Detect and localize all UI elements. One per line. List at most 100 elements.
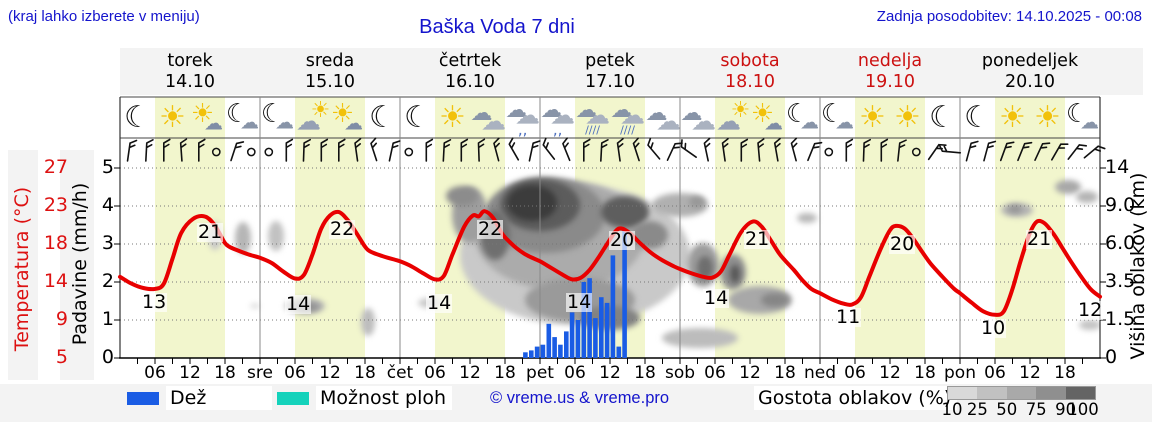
rain-bar [622, 228, 627, 358]
wind-barb [1017, 141, 1033, 162]
wind-barb [721, 137, 729, 162]
rain-bar [604, 302, 610, 358]
precip-tick: 2 [101, 270, 114, 292]
wind-barb [647, 137, 661, 160]
wind-barb [1083, 145, 1106, 159]
cloud-blob [697, 256, 713, 280]
wind-barb [666, 142, 683, 161]
temp-tick: 18 [43, 232, 68, 254]
weather-icon-moon-cloud: ☾ ☁ [821, 97, 855, 137]
x-axis-label-06: 06 [424, 363, 446, 383]
day-header-sreda: sreda 15.10 [260, 51, 400, 93]
weather-icon-cloud-drizzle: ☁ ☁ ‚‚ [506, 97, 541, 139]
cloud-icon: ☁ [240, 111, 259, 134]
temperature-curve [118, 209, 1102, 317]
rain-bar [564, 331, 569, 358]
day-date: 20.10 [1004, 72, 1056, 92]
cloud-icon: ☁ [481, 106, 506, 136]
x-axis-label-18: 18 [914, 363, 936, 383]
day-name: sobota [720, 51, 780, 71]
day-name: torek [167, 51, 213, 71]
sun-icon: ☀ [999, 100, 1026, 135]
cloudheight-tick: 6.0 [1105, 232, 1136, 254]
wind-barb [927, 143, 947, 161]
temp-value-label: 14 [703, 287, 730, 309]
wind-barb [425, 138, 434, 162]
wind-barb [757, 138, 765, 162]
wind-barb [562, 137, 571, 162]
weather-icon-cloud-sun: ☀ ☁ [296, 97, 330, 137]
wind-barb [807, 141, 823, 162]
weather-icon-clouds: ☁ ☁ [646, 97, 682, 137]
moon-icon: ☾ [820, 99, 845, 129]
day-name: ponedeljek [981, 51, 1079, 71]
day-header-band [120, 48, 1143, 95]
temp-value-label: 10 [980, 317, 1007, 339]
x-axis-label-ned: ned [803, 363, 837, 383]
cloud-blob [632, 221, 668, 249]
moon-icon: ☾ [929, 100, 956, 135]
wind-barb [680, 139, 697, 158]
cloud-icon: ☁ [691, 106, 716, 136]
wind-barb [1034, 142, 1051, 161]
drizzle-icon: ‚‚ [517, 120, 528, 139]
cloud-icon: ☁ [800, 111, 819, 134]
last-update: Zadnja posodobitev: 14.10.2025 - 00:08 [876, 8, 1142, 25]
temp-label-strip [8, 150, 38, 380]
wind-barb [302, 138, 312, 162]
density-tick-label: 50 [996, 400, 1018, 419]
cloud-icon: ☁ [680, 101, 703, 126]
temp-tick: 23 [43, 194, 68, 216]
temp-tick: 27 [43, 156, 68, 178]
cloudheight-tick: 1.5 [1105, 308, 1136, 330]
wind-barb [845, 138, 854, 162]
sun-icon: ☀ [190, 99, 215, 129]
day-header-sobota: sobota 18.10 [680, 51, 820, 93]
rain-bar [546, 323, 552, 358]
cloudheight-tick: 9.0 [1105, 194, 1136, 216]
temp-value-label: 22 [477, 218, 504, 240]
day-name: četrtek [438, 51, 502, 71]
cloud-icon: ☁ [540, 98, 563, 123]
x-axis-label-12: 12 [319, 363, 341, 383]
moon-icon: ☾ [785, 99, 810, 129]
density-swatch [948, 387, 978, 399]
rain-bar [587, 278, 592, 358]
x-axis-label-18: 18 [494, 363, 516, 383]
day-date: 16.10 [444, 72, 496, 92]
density-tick-label: 100 [1067, 400, 1099, 419]
x-axis-label-06: 06 [284, 363, 306, 383]
x-axis-label-pon: pon [944, 363, 976, 383]
wind-barb [246, 147, 256, 157]
cloud-blob [361, 308, 375, 336]
day-header-petek: petek 17.10 [540, 51, 680, 93]
weather-icon-sun: ☀ [891, 97, 925, 137]
cloud-icon: ☁ [835, 111, 854, 134]
wind-barb [404, 147, 414, 157]
cloud-blob [1008, 205, 1022, 213]
sun-icon: ☀ [439, 100, 466, 135]
density-tick-label: 25 [966, 400, 988, 419]
rain-streaks-icon: ∕∕∕∕ [620, 123, 635, 137]
weather-icon-clouds: ☁ ☁ [680, 97, 717, 137]
cloud-blob [250, 304, 260, 308]
density-swatch [1006, 387, 1037, 399]
weather-icon-sun: ☀ [1031, 97, 1065, 137]
temp-value-label: 20 [609, 229, 636, 251]
rain-streaks-icon: ∕∕∕∕ [585, 123, 600, 137]
weather-icon-sun: ☀ [156, 97, 190, 137]
day-header-torek: torek 14.10 [120, 51, 260, 93]
day-header-nedelja: nedelja 19.10 [820, 51, 960, 93]
moon-icon: ☾ [404, 100, 431, 135]
copyright-link[interactable]: © vreme.us & vreme.pro [490, 389, 670, 407]
temp-value-label: 13 [141, 291, 168, 313]
precip-tick: 1 [101, 308, 114, 330]
weather-icon-moon: ☾ [121, 97, 155, 137]
x-axis-label-pet: pet [526, 363, 554, 383]
cloud-icon: ☁ [764, 112, 783, 135]
moon-icon: ☾ [260, 99, 285, 129]
wind-barb [211, 147, 221, 157]
moon-icon: ☾ [225, 99, 250, 129]
wind-barb [790, 137, 798, 162]
